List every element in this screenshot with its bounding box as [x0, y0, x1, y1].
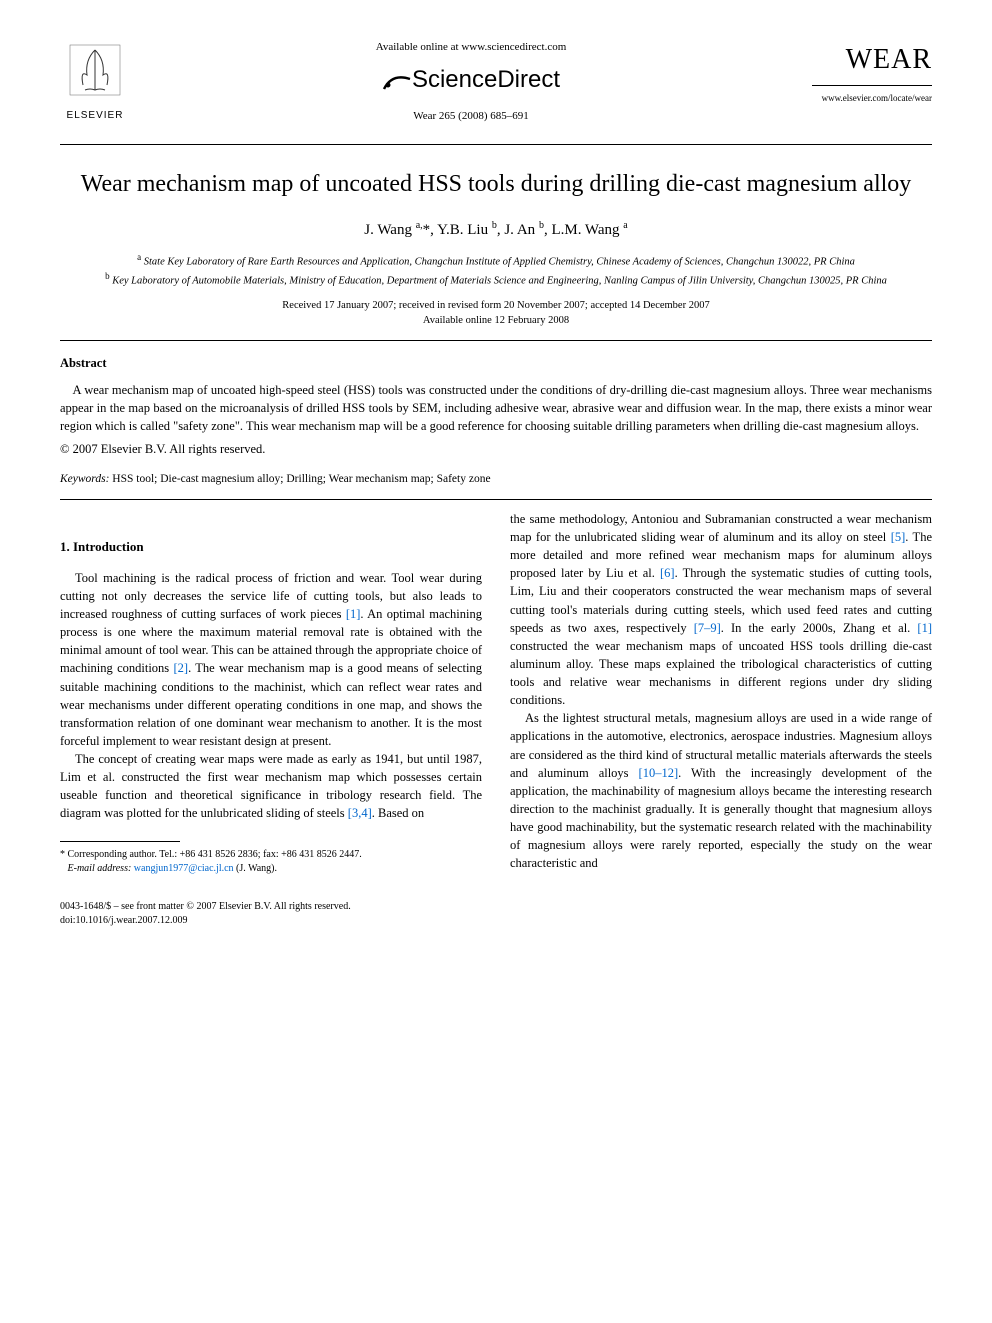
- sciencedirect-text: ScienceDirect: [412, 66, 560, 93]
- publisher-name: ELSEVIER: [60, 109, 130, 123]
- footnote-separator: [60, 841, 180, 842]
- dates-line2: Available online 12 February 2008: [423, 315, 569, 326]
- article-title: Wear mechanism map of uncoated HSS tools…: [60, 169, 932, 200]
- ref-2[interactable]: [2]: [173, 661, 188, 675]
- intro-para-4: As the lightest structural metals, magne…: [510, 709, 932, 872]
- abstract-copyright: © 2007 Elsevier B.V. All rights reserved…: [60, 441, 932, 459]
- ref-1[interactable]: [1]: [346, 607, 361, 621]
- available-online-text: Available online at www.sciencedirect.co…: [130, 40, 812, 55]
- right-column: the same methodology, Antoniou and Subra…: [510, 510, 932, 876]
- intro-para-1: Tool machining is the radical process of…: [60, 569, 482, 750]
- affiliation-b: Key Laboratory of Automobile Materials, …: [112, 275, 887, 286]
- dates-line1: Received 17 January 2007; received in re…: [282, 300, 709, 311]
- body-columns: 1. Introduction Tool machining is the ra…: [60, 510, 932, 876]
- journal-url: www.elsevier.com/locate/wear: [812, 92, 932, 105]
- ref-3-4[interactable]: [3,4]: [348, 806, 372, 820]
- ref-7-9[interactable]: [7–9]: [694, 621, 721, 635]
- affiliations: a State Key Laboratory of Rare Earth Res…: [60, 251, 932, 290]
- keywords-label: Keywords:: [60, 473, 109, 485]
- header-rule: [60, 144, 932, 145]
- journal-logo-rule: [812, 85, 932, 86]
- left-column: 1. Introduction Tool machining is the ra…: [60, 510, 482, 876]
- ref-1b[interactable]: [1]: [917, 621, 932, 635]
- footer-issn: 0043-1648/$ – see front matter © 2007 El…: [60, 901, 351, 912]
- keywords-line: Keywords: HSS tool; Die-cast magnesium a…: [60, 471, 932, 487]
- elsevier-tree-icon: [65, 40, 125, 100]
- corresponding-text: * Corresponding author. Tel.: +86 431 85…: [60, 849, 362, 860]
- journal-ref: Wear 265 (2008) 685–691: [130, 109, 812, 124]
- article-dates: Received 17 January 2007; received in re…: [60, 299, 932, 328]
- abstract-bottom-rule: [60, 499, 932, 500]
- abstract-text: A wear mechanism map of uncoated high-sp…: [60, 381, 932, 435]
- section-1-heading: 1. Introduction: [60, 538, 482, 557]
- elsevier-logo: ELSEVIER: [60, 40, 130, 123]
- sciencedirect-logo: ScienceDirect: [130, 63, 812, 97]
- intro-para-3: the same methodology, Antoniou and Subra…: [510, 510, 932, 709]
- authors: J. Wang a,*, Y.B. Liu b, J. An b, L.M. W…: [60, 219, 932, 241]
- sciencedirect-swoosh-icon: [382, 71, 412, 91]
- abstract-heading: Abstract: [60, 355, 932, 373]
- page-footer: 0043-1648/$ – see front matter © 2007 El…: [60, 900, 932, 928]
- center-header: Available online at www.sciencedirect.co…: [130, 40, 812, 124]
- journal-logo-text: WEAR: [812, 40, 932, 79]
- corresponding-email[interactable]: wangjun1977@ciac.jl.cn: [134, 863, 234, 874]
- abstract-top-rule: [60, 340, 932, 341]
- email-who: (J. Wang).: [236, 863, 277, 874]
- ref-6[interactable]: [6]: [660, 566, 675, 580]
- corresponding-footnote: * Corresponding author. Tel.: +86 431 85…: [60, 848, 482, 876]
- journal-logo-block: WEAR www.elsevier.com/locate/wear: [812, 40, 932, 105]
- ref-5[interactable]: [5]: [891, 530, 906, 544]
- page-header: ELSEVIER Available online at www.science…: [60, 40, 932, 124]
- footer-doi: doi:10.1016/j.wear.2007.12.009: [60, 915, 188, 926]
- affiliation-a: State Key Laboratory of Rare Earth Resou…: [144, 256, 855, 267]
- email-label: E-mail address:: [68, 863, 132, 874]
- keywords-text: HSS tool; Die-cast magnesium alloy; Dril…: [112, 473, 490, 485]
- ref-10-12[interactable]: [10–12]: [639, 766, 679, 780]
- intro-para-2: The concept of creating wear maps were m…: [60, 750, 482, 823]
